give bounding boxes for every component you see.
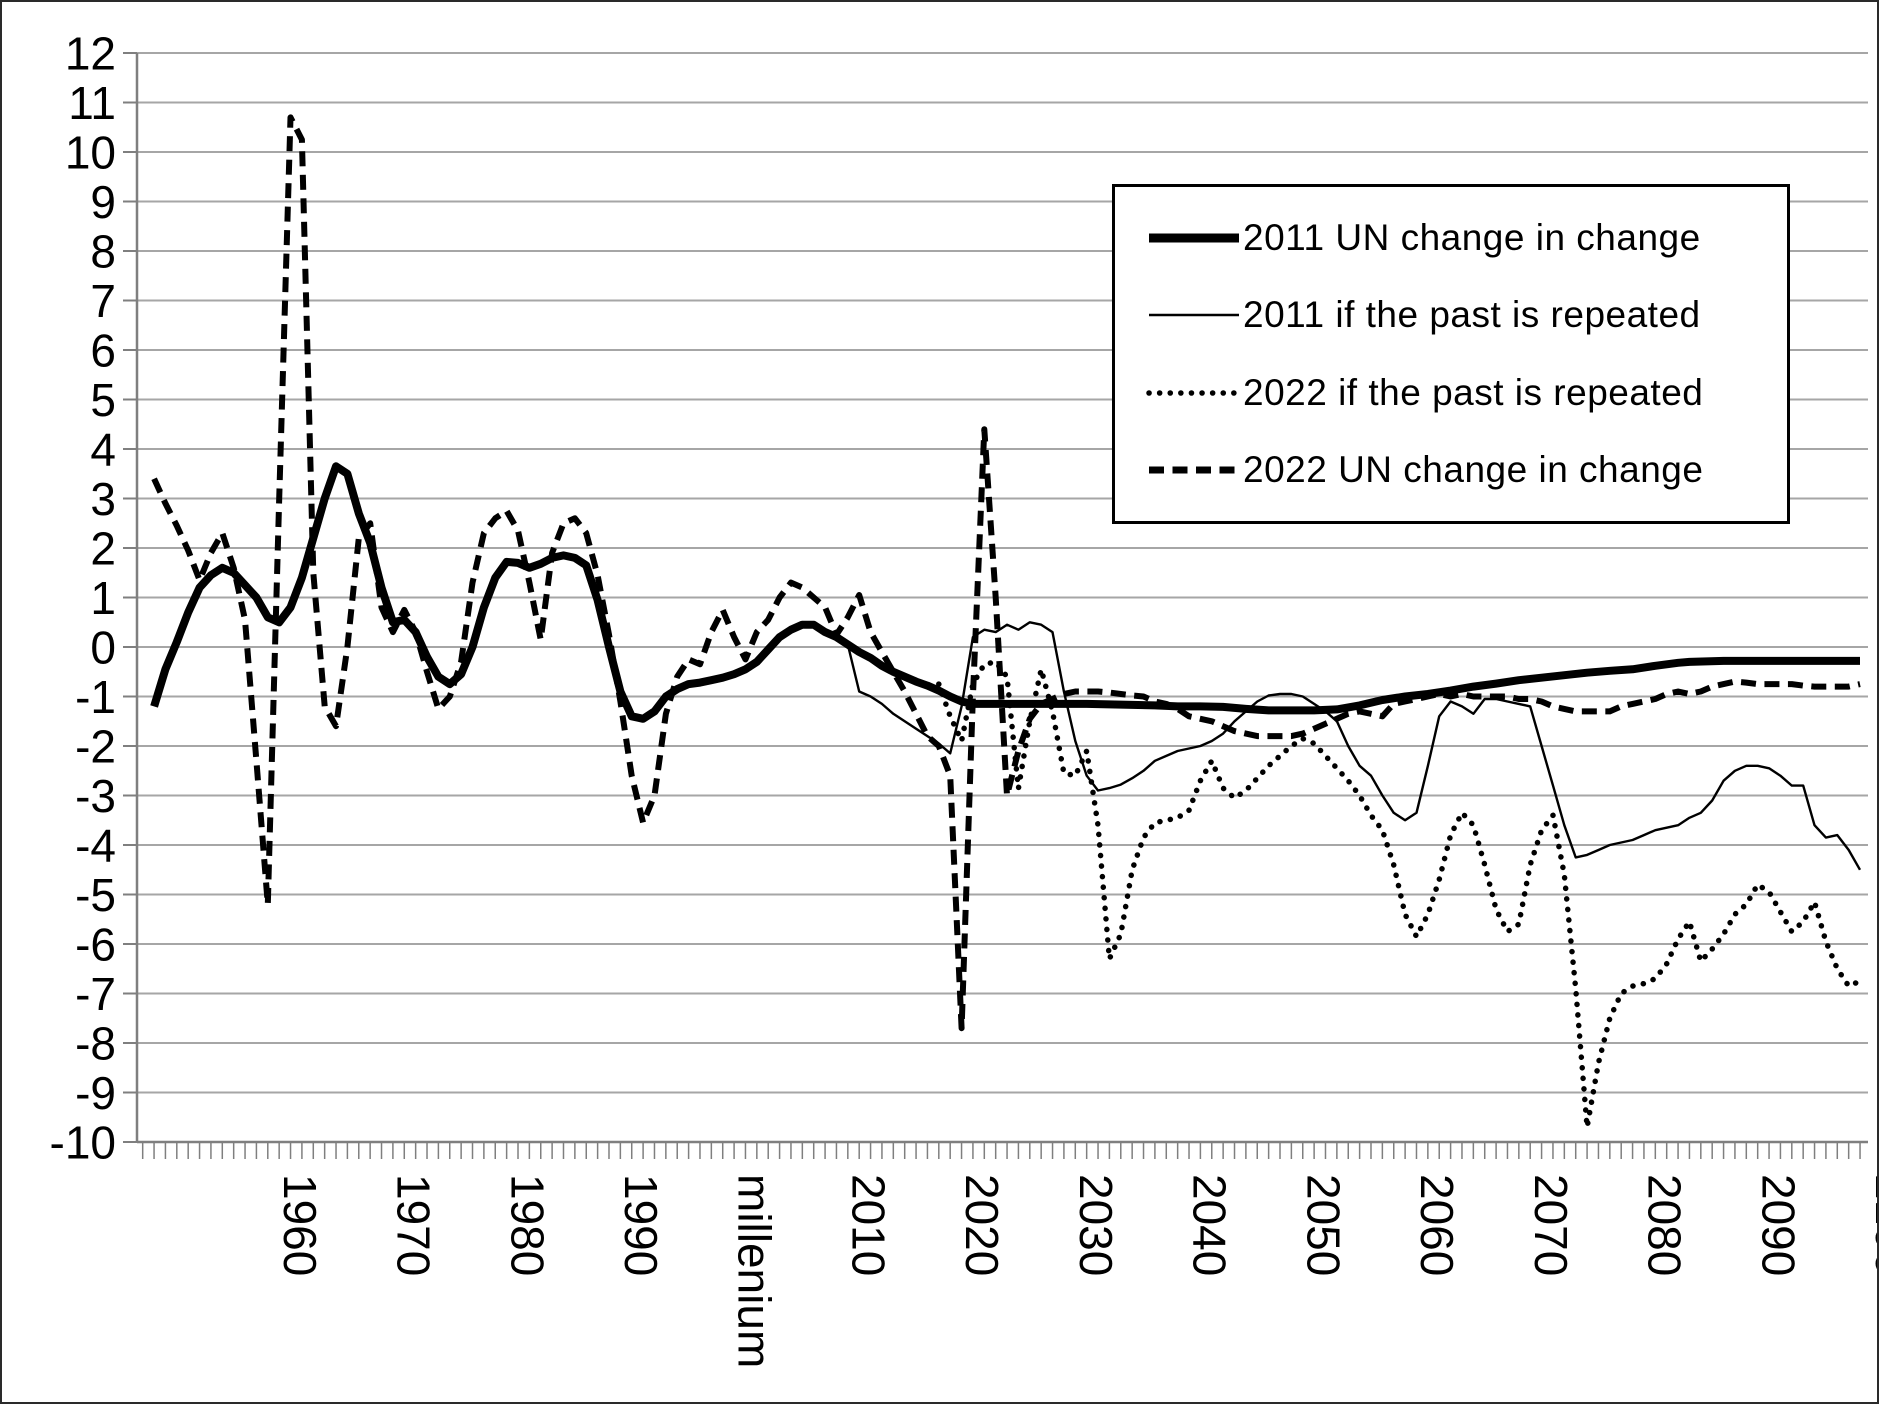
y-tick-label: -6 (75, 919, 116, 971)
y-tick-label: 7 (90, 275, 116, 327)
y-tick-label: 5 (90, 374, 116, 426)
series-line-thin-solid (846, 621, 1862, 871)
x-tick-label: 1970 (388, 1174, 440, 1276)
y-tick-label: 8 (90, 226, 116, 278)
thick-solid-line-sample-icon (1149, 233, 1239, 243)
legend-label: 2022 if the past is repeated (1243, 371, 1704, 413)
dashed-line-sample-icon (1149, 466, 1239, 474)
legend-item-2022-un: 2022 UN change in change (1145, 449, 1779, 491)
y-tick-label: -9 (75, 1067, 116, 1119)
y-tick-label: -7 (75, 968, 116, 1020)
legend-item-2011-un: 2011 UN change in change (1145, 217, 1779, 259)
y-tick-label: -2 (75, 721, 116, 773)
x-tick-label: 2100 (1866, 1174, 1877, 1276)
legend-label: 2022 UN change in change (1243, 449, 1704, 491)
x-tick-label: 1960 (274, 1174, 326, 1276)
x-tick-label: 2090 (1752, 1174, 1804, 1276)
y-tick-label: -3 (75, 770, 116, 822)
series-line-thick-solid (150, 462, 1860, 723)
x-tick-label: millenium (729, 1174, 781, 1368)
series-line-dotted (936, 659, 1863, 1130)
y-tick-label: 12 (65, 28, 116, 80)
y-tick-label: -4 (75, 820, 116, 872)
x-tick-label: 2050 (1297, 1174, 1349, 1276)
y-tick-label: 6 (90, 325, 116, 377)
x-tick-label: 2020 (956, 1174, 1008, 1276)
legend-label: 2011 if the past is repeated (1243, 294, 1701, 336)
x-tick-label: 2060 (1411, 1174, 1463, 1276)
dotted-line-sample-icon (1146, 390, 1242, 396)
x-tick-label: 2030 (1070, 1174, 1122, 1276)
legend-label: 2011 UN change in change (1243, 216, 1701, 258)
y-tick-label: 3 (90, 473, 116, 525)
legend: 2011 UN change in change 2011 if the pas… (1112, 184, 1790, 524)
y-tick-label: 10 (65, 127, 116, 179)
y-tick-label: 9 (90, 176, 116, 228)
legend-item-2022-repeated: 2022 if the past is repeated (1145, 372, 1779, 414)
y-tick-label: -1 (75, 671, 116, 723)
x-tick-label: 1990 (615, 1174, 667, 1276)
y-tick-label: -5 (75, 869, 116, 921)
y-tick-label: 11 (68, 77, 116, 129)
y-tick-label: -8 (75, 1018, 116, 1070)
y-tick-label: -10 (50, 1117, 116, 1169)
y-tick-label: 1 (90, 572, 116, 624)
x-tick-label: 2080 (1639, 1174, 1691, 1276)
thin-solid-line-sample-icon (1149, 314, 1239, 317)
x-tick-label: 1980 (501, 1174, 553, 1276)
y-tick-label: 4 (90, 424, 116, 476)
y-tick-label: 2 (90, 523, 116, 575)
y-tick-label: 0 (90, 622, 116, 674)
x-tick-label: 2010 (842, 1174, 894, 1276)
x-tick-label: 2070 (1525, 1174, 1577, 1276)
x-tick-label: 2040 (1184, 1174, 1236, 1276)
legend-item-2011-repeated: 2011 if the past is repeated (1145, 294, 1779, 336)
